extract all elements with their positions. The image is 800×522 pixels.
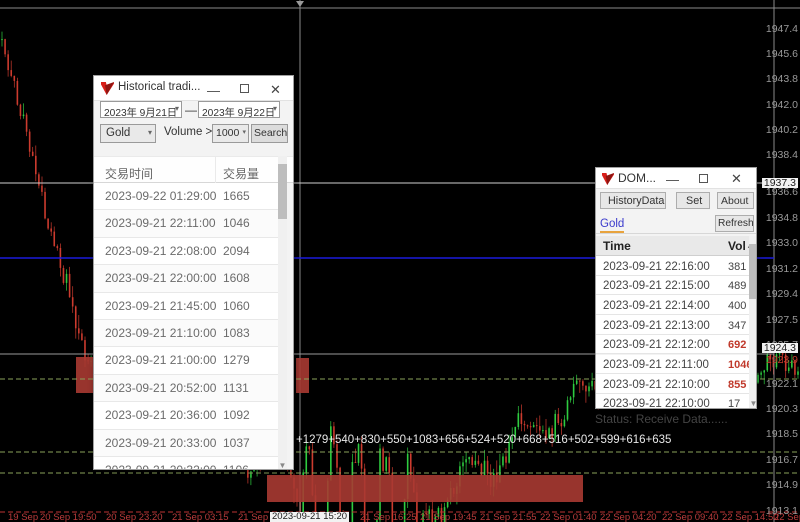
svg-text:+1279+540+830+550+1083+656+524: +1279+540+830+550+1083+656+524+520+668+5… <box>296 434 671 446</box>
